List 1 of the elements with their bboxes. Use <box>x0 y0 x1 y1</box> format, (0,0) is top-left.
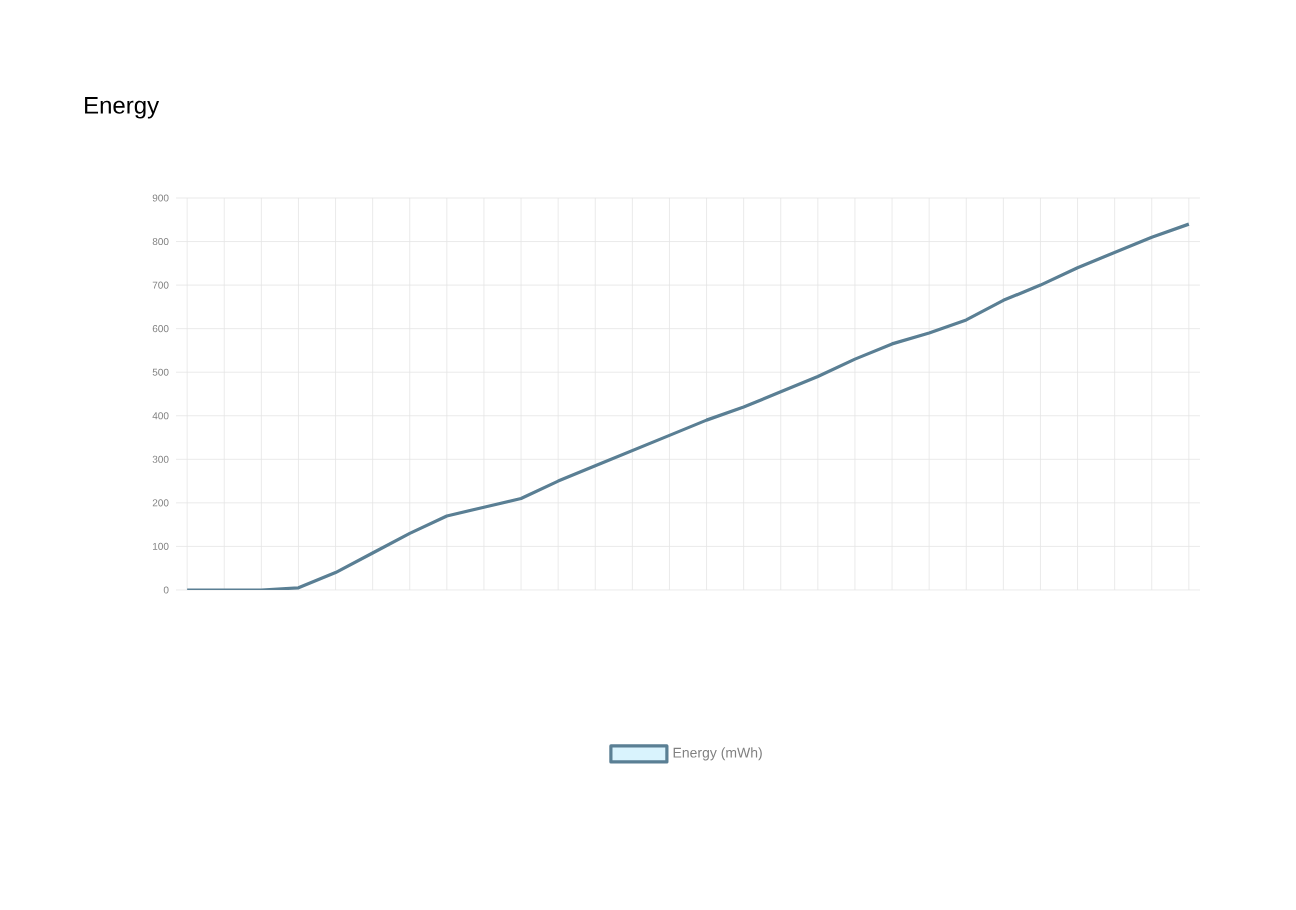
chart-title: Energy <box>85 97 160 119</box>
